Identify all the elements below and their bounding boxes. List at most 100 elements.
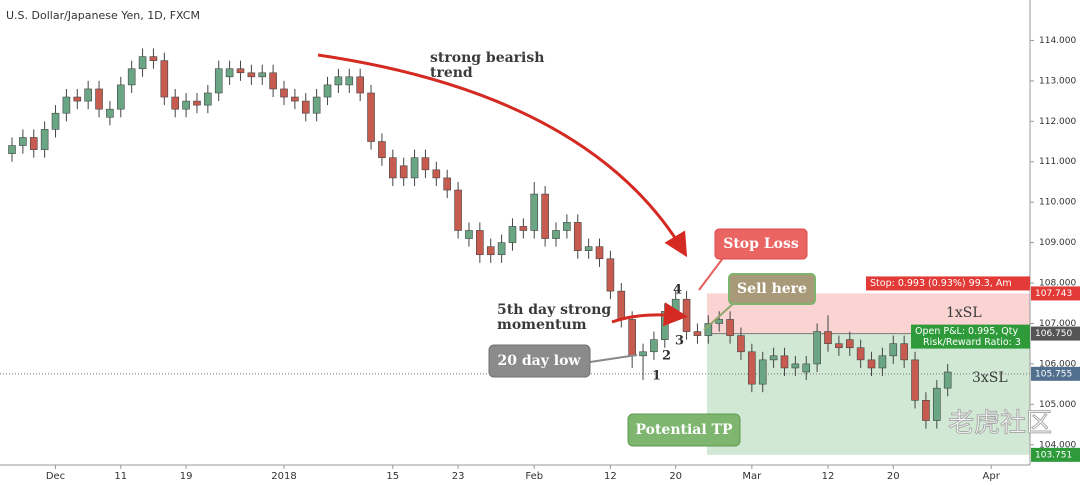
candle-body [345,76,354,86]
x-tick-label: 12 [822,471,835,482]
x-tick-label: 15 [386,471,399,482]
annotation: trend [430,65,473,81]
candle-body [867,359,876,369]
price-tag [1031,286,1080,301]
y-tick-label: 110.000 [1039,198,1076,208]
candle-body [769,355,778,361]
candle-body [780,355,789,369]
price-tag-label: 106.750 [1035,329,1072,339]
price-tag [1031,326,1080,341]
x-tick-label: 2018 [271,471,296,482]
x-tick-label: 11 [114,471,127,482]
x-tick-label: 20 [887,471,900,482]
candle-body [421,157,430,171]
candle-body [519,226,528,231]
x-tick-label: 19 [180,471,193,482]
candle-body [8,145,16,154]
candle-body [900,343,908,361]
annotation: Sell here [737,281,807,297]
y-tick-label: 106.000 [1039,359,1076,369]
candle-body [606,258,615,292]
candle-body [258,72,267,78]
candle-body [443,177,452,191]
y-tick-label: 109.000 [1039,238,1076,248]
candle-body [29,137,38,150]
y-tick-label: 112.000 [1039,117,1076,127]
candle-body [182,100,190,110]
annotation: 5th day strong [497,302,611,318]
candle-body [247,72,256,78]
candle-body [758,359,767,385]
x-tick-label: Mar [742,471,762,482]
x-tick-label: 23 [452,471,465,482]
y-tick-label: 104.000 [1039,440,1076,450]
target-zone [707,333,1030,455]
candle-body [432,169,441,179]
candle-body [639,351,647,357]
candle-body [813,331,821,365]
price-tag [1031,366,1080,381]
pnl-info: Open P&L: 0.995, Qty [915,326,1018,337]
annotation: 20 day low [498,353,582,369]
candle-body [367,92,375,142]
annotation: Stop Loss [723,236,799,252]
candle-body [95,88,103,110]
candle-body [541,193,549,239]
candle-body [802,363,811,373]
callout-line [698,257,724,291]
candle-body [334,76,343,86]
stop-info-box [866,276,1030,291]
chart-title: U.S. Dollar/Japanese Yen, 1D, FXCM [6,9,200,22]
candle-body [715,319,724,324]
candle-body [497,242,506,256]
callout-line [589,354,638,363]
price-tag [1031,447,1080,462]
candle-body [171,96,179,110]
wave-number: 3 [675,334,684,349]
candle-body [878,355,887,369]
candle-body [682,298,691,332]
annotation: strong bearish [430,50,544,66]
candle-body [127,68,136,86]
wave-number: 2 [662,349,671,364]
wave-number: 1 [652,369,661,384]
candle-body [106,108,114,118]
candle-body [280,88,288,98]
candle-body [193,100,201,106]
stop-loss-box [714,228,808,260]
wave-number: 4 [673,283,682,298]
tp-box [627,413,741,447]
candle-body [388,157,397,179]
candle-body [552,230,560,239]
candle-body [465,230,473,239]
candle-body [291,96,299,102]
candle-body [160,60,169,98]
stop-info: Stop: 0.993 (0.93%) 99.3, Am [870,278,1012,289]
candle-body [584,246,593,251]
annotation: 3xSL [972,370,1008,386]
candle-body [269,72,277,90]
candle-body [73,96,82,102]
momentum-arrow [611,302,688,327]
y-tick-label: 113.000 [1039,76,1076,86]
x-tick-label: Feb [525,471,543,482]
x-tick-label: 12 [604,471,617,482]
candle-body [117,84,125,110]
candle-body [323,84,332,98]
candle-body [617,290,626,320]
annotation: Potential TP [635,422,733,438]
y-tick-label: 114.000 [1039,36,1076,46]
x-tick-label: Apr [983,471,1001,482]
candle-body [236,68,245,74]
candle-body [563,222,571,231]
candle-body [138,56,147,70]
candle-body [486,246,495,256]
price-tag-label: 107.743 [1035,289,1072,299]
candle-body [149,56,158,61]
candle-body [824,331,832,344]
candle-body [671,298,680,312]
candle-body [595,246,604,260]
price-tag-layer: 107.743 106.750 105.755 103.751 Stop: 0.993 … [866,276,1080,462]
candle-body [845,339,854,349]
